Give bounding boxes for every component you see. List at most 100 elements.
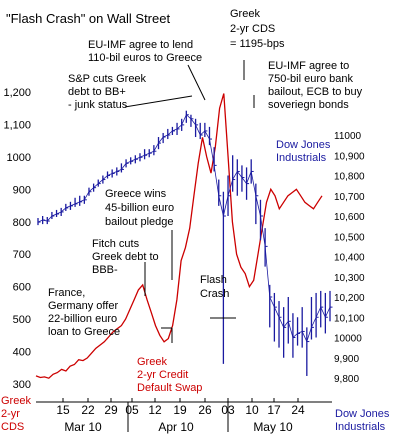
x-tick-label: 12	[148, 403, 162, 417]
annotation-fitch: Fitch cuts Greek debt to BBB-	[92, 238, 162, 276]
dow-connector	[186, 114, 192, 120]
x-axis-months: Mar 10 Apr 10 May 10	[64, 402, 293, 434]
dow-connector	[93, 183, 99, 188]
dow-connector	[209, 138, 215, 166]
dow-connector	[46, 215, 53, 222]
x-tick-label: 19	[173, 403, 187, 417]
dow-connector	[74, 201, 80, 205]
dow-connector	[325, 306, 331, 318]
dow-connector	[227, 179, 234, 196]
dow-connector	[37, 219, 43, 223]
right-axis-ticks: 11000 10,900 10,800 10,700 10,600 10,500 10,40…	[334, 131, 365, 385]
left-tick-label: 400	[13, 347, 31, 359]
cds-series	[35, 93, 323, 379]
chart-title: "Flash Crash" on Wall Street	[6, 11, 170, 26]
annotation-pointers	[124, 60, 255, 343]
left-axis-ticks: 1,200 1,100 1000 900 800 700 600 500 400 300	[3, 87, 31, 391]
x-tick-label: 05	[125, 403, 139, 417]
cds-line	[35, 93, 323, 379]
right-axis-title: Dow Jones Industrials	[335, 408, 392, 433]
dow-connector	[255, 195, 261, 217]
left-tick-label: 1000	[7, 152, 31, 164]
dow-connector	[51, 213, 57, 217]
left-tick-label: 900	[13, 184, 31, 196]
dow-connector	[153, 142, 159, 152]
cds-series-label: Greek 2-yr Credit Default Swap	[137, 356, 202, 394]
dow-connector	[144, 152, 150, 156]
right-tick-label: 10,600	[334, 212, 365, 223]
right-tick-label: 10,200	[334, 293, 365, 304]
right-tick-label: 10000	[334, 334, 362, 345]
dow-connector	[264, 246, 271, 298]
right-tick-label: 9,800	[334, 374, 359, 385]
right-tick-label: 10,300	[334, 273, 365, 284]
dow-connector	[70, 203, 76, 207]
dow-connector	[297, 331, 303, 334]
dow-connector	[88, 187, 94, 193]
dow-connector	[269, 296, 275, 308]
dow-connector	[311, 317, 317, 328]
dow-connector	[190, 118, 196, 126]
dow-connector	[241, 177, 247, 184]
dow-series-label: Dow Jones Industrials	[276, 139, 333, 164]
left-tick-label: 800	[13, 217, 31, 229]
left-tick-label: 300	[13, 379, 31, 391]
left-tick-label: 1,100	[3, 119, 31, 131]
dow-connector	[172, 128, 178, 132]
dow-connector	[121, 163, 127, 170]
dow-connector	[181, 114, 187, 126]
dow-connector	[301, 331, 308, 342]
dow-connector	[236, 171, 243, 178]
left-tick-label: 600	[13, 282, 31, 294]
dow-connector	[204, 130, 210, 140]
dow-connector	[283, 321, 289, 328]
dow-connector	[213, 165, 220, 196]
x-tick-label: 26	[198, 403, 212, 417]
dow-connector	[111, 171, 117, 174]
annotation-france-germany: France, Germany offer 22-billion euro lo…	[48, 287, 121, 338]
dow-series	[37, 110, 333, 376]
annotation-greece-wins: Greece wins 45-billion euro bailout pled…	[105, 188, 177, 228]
dow-connector	[246, 171, 252, 184]
x-month-label: Apr 10	[158, 420, 194, 434]
x-tick-label: 29	[104, 403, 118, 417]
annotation-bailout: EU-IMF agree to 750-bil euro bank bailou…	[268, 60, 365, 111]
dow-connector	[135, 156, 141, 160]
x-tick-label: 24	[291, 403, 305, 417]
dow-connector	[65, 205, 71, 209]
left-tick-label: 1,200	[3, 87, 31, 99]
dow-connector	[260, 215, 266, 247]
dow-connector	[292, 333, 298, 338]
annotation-sp-cut: S&P cuts Greek debt to BB+ - junk status	[68, 73, 149, 111]
dow-connector	[139, 154, 145, 158]
dow-connector	[56, 211, 62, 215]
dow-connector	[195, 124, 201, 136]
dow-connector	[79, 199, 85, 203]
dow-connector	[167, 130, 173, 136]
dow-connector	[320, 306, 326, 318]
left-axis-title: Greek 2-yr CDS	[1, 395, 34, 433]
x-tick-label: 15	[56, 403, 70, 417]
right-tick-label: 10,800	[334, 172, 365, 183]
dow-connector	[315, 306, 322, 318]
dow-connector	[223, 195, 229, 217]
pointer-sp-cut	[124, 95, 193, 108]
x-month-label: Mar 10	[64, 420, 102, 434]
right-tick-label: 10,900	[334, 151, 365, 162]
dow-connector	[102, 175, 108, 180]
right-tick-label: 11000	[334, 131, 362, 142]
dow-connector	[287, 321, 294, 338]
x-tick-label: 17	[267, 403, 281, 417]
dow-connector	[199, 130, 206, 136]
left-tick-label: 700	[13, 249, 31, 261]
right-tick-label: 10,700	[334, 192, 365, 203]
dow-connector	[107, 173, 113, 176]
dow-connector	[42, 219, 48, 222]
dow-connector	[130, 158, 136, 162]
dow-connector	[162, 134, 168, 138]
x-tick-label: 10	[245, 403, 259, 417]
dow-connector	[116, 169, 122, 172]
dow-connector	[158, 136, 164, 144]
